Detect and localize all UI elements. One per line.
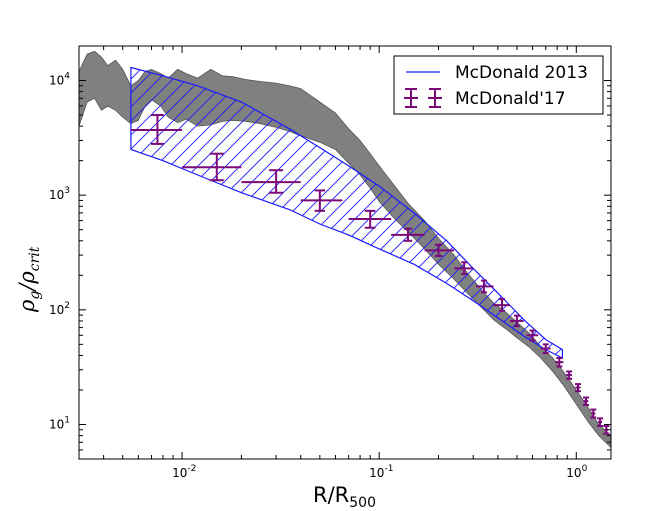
mcdonald-2017-point [391, 227, 425, 242]
y-tick-label: 102 [49, 301, 70, 317]
x-tick-label: 100 [566, 464, 587, 480]
x-axis-label: R/R500 [313, 483, 376, 511]
mcdonald-2017-point [566, 370, 573, 380]
mcdonald-2017-point [509, 314, 524, 328]
mcdonald-2017-point [130, 114, 183, 145]
legend: McDonald 2013 McDonald'17 [393, 55, 604, 115]
mcdonald-2017-point [574, 383, 581, 393]
mcdonald-2017-point [526, 329, 539, 342]
mcdonald-2017-point [300, 189, 343, 212]
mcdonald-2017-point [348, 209, 392, 229]
x-tick-label: 10-2 [172, 464, 196, 480]
x-tick-label: 10-1 [369, 464, 393, 480]
y-axis-label: ρg/ρcrit [15, 246, 43, 313]
mcdonald-2017-point [597, 417, 604, 428]
mcdonald-2017-point [476, 279, 494, 294]
mcdonald-2017-point [241, 169, 301, 194]
mcdonald-2017-point [590, 408, 597, 419]
plot-frame [78, 45, 612, 460]
mcdonald-2017-point [555, 357, 564, 368]
legend-box [393, 55, 604, 115]
mcdonald-2017-point [493, 298, 510, 312]
mcdonald-2017-point [424, 243, 455, 257]
y-tick-label: 104 [49, 72, 70, 88]
mcdonald-2013-band [130, 66, 563, 359]
mcdonald-2017-point [540, 343, 551, 355]
legend-mcdonald-2017-label: McDonald'17 [455, 89, 566, 109]
y-tick-label: 101 [49, 415, 70, 431]
y-tick-label: 103 [49, 186, 70, 202]
mcdonald-2017-point [182, 152, 242, 182]
legend-mcdonald-2017-swatch [404, 88, 442, 108]
mcdonald-2017-point [454, 261, 474, 276]
mcdonald-2017-point [582, 396, 589, 406]
legend-mcdonald-2013-label: McDonald 2013 [455, 63, 588, 83]
